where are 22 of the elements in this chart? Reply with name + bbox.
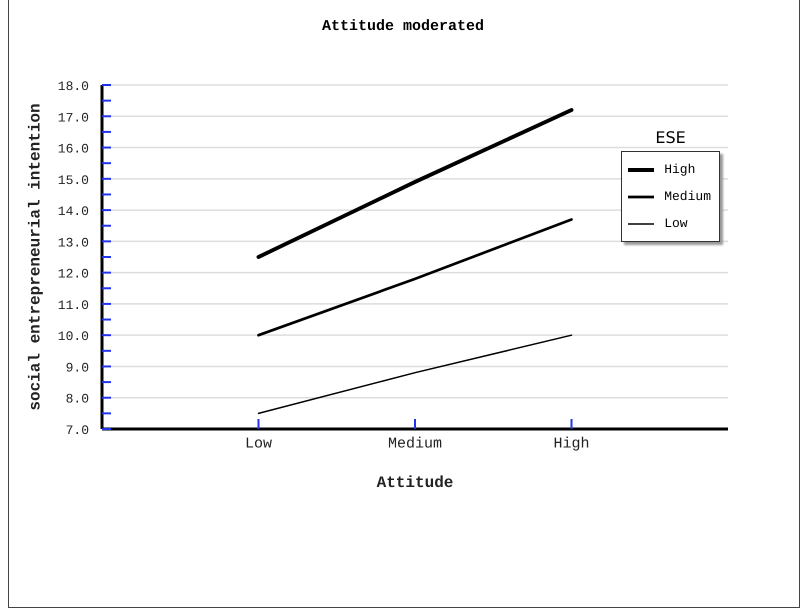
y-tick-label: 11.0 <box>58 298 89 313</box>
y-tick-label: 12.0 <box>58 266 89 282</box>
x-tick-label: Medium <box>388 436 442 453</box>
legend-title: ESE <box>654 128 687 147</box>
y-tick-label: 17.0 <box>58 110 89 126</box>
y-tick-label: 18.0 <box>58 79 89 94</box>
legend-label: Low <box>664 216 688 231</box>
y-axis-title: social entrepreneurial intention <box>26 103 45 411</box>
legend-label: Medium <box>664 189 711 204</box>
y-tick-label: 9.0 <box>66 360 89 376</box>
x-axis-title: Attitude <box>376 474 454 492</box>
chart-title: Attitude moderated <box>320 18 486 35</box>
x-tick-label: Low <box>244 436 272 453</box>
y-tick-label: 15.0 <box>58 172 89 188</box>
legend-label: High <box>664 162 696 177</box>
y-tick-label: 13.0 <box>58 235 89 250</box>
x-tick-label: High <box>553 436 590 453</box>
y-tick-label: 16.0 <box>58 142 89 157</box>
y-tick-label: 14.0 <box>58 204 89 220</box>
y-tick-label: 7.0 <box>66 423 89 438</box>
y-tick-label: 10.0 <box>58 329 89 344</box>
y-tick-label: 8.0 <box>66 392 89 407</box>
